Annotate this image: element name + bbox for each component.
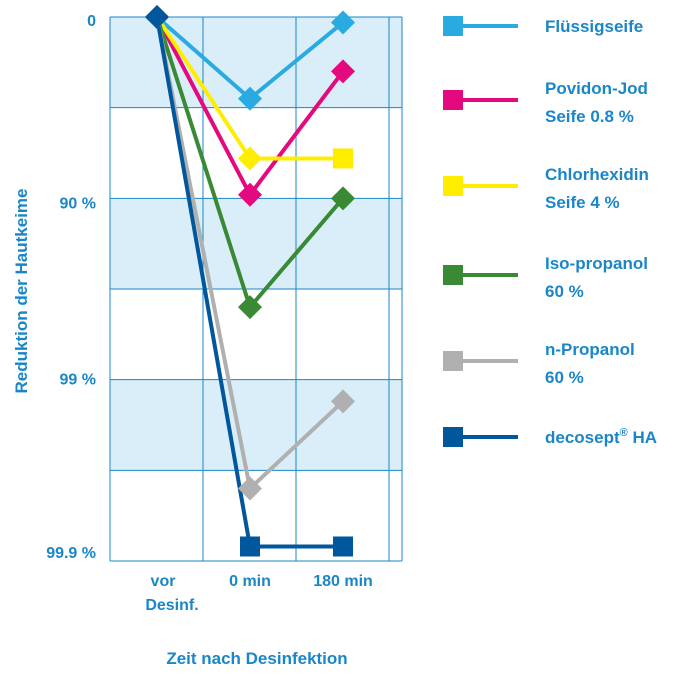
legend-label: Chlorhexidin	[545, 165, 649, 184]
legend-label: 60 %	[545, 368, 584, 387]
data-point	[331, 186, 355, 211]
data-point	[333, 536, 353, 557]
x-tick-labels: vor Desinf. 0 min 180 min	[145, 573, 372, 614]
data-point	[238, 295, 262, 320]
data-point	[238, 182, 262, 207]
data-point	[331, 10, 355, 35]
legend-label: Iso-propanol	[545, 254, 648, 273]
legend-item: Povidon-Jod Seife 0.8 %	[443, 79, 648, 126]
y-tick-label: 99 %	[60, 372, 96, 389]
data-point	[240, 536, 260, 557]
legend-item: Iso-propanol 60 %	[443, 254, 648, 301]
legend-label: Povidon-Jod	[545, 79, 648, 98]
x-tick-label: 180 min	[313, 573, 373, 590]
legend-swatch	[443, 176, 463, 196]
legend-item: decosept® HA	[443, 427, 657, 447]
legend-label: n-Propanol	[545, 340, 635, 359]
x-tick-label: 0 min	[229, 573, 271, 590]
data-point	[333, 148, 353, 169]
series-markers	[145, 5, 353, 557]
data-point	[238, 86, 262, 111]
legend-label: Flüssigseife	[545, 17, 643, 36]
legend-label: decosept® HA	[545, 427, 657, 447]
series-lines	[145, 5, 355, 557]
y-tick-label: 99.9 %	[46, 545, 96, 562]
legend-label: 60 %	[545, 282, 584, 301]
legend-swatch	[443, 351, 463, 371]
y-tick-labels: 0 90 % 99 % 99.9 %	[46, 13, 96, 562]
data-point	[238, 146, 262, 171]
data-point	[331, 59, 355, 84]
legend-item: Chlorhexidin Seife 4 %	[443, 165, 649, 212]
legend-item: Flüssigseife	[443, 16, 643, 36]
legend-swatch	[443, 265, 463, 285]
y-tick-label: 90 %	[60, 195, 96, 212]
x-axis-label: Zeit nach Desinfektion	[166, 649, 347, 668]
y-axis-label: Reduktion der Hautkeime	[12, 189, 31, 394]
data-point	[238, 476, 262, 501]
x-tick-label: vor	[151, 573, 176, 590]
legend-swatch	[443, 427, 463, 447]
legend-swatch	[443, 16, 463, 36]
y-tick-label: 0	[87, 13, 96, 30]
x-tick-label: Desinf.	[145, 597, 198, 614]
legend: Flüssigseife Povidon-Jod Seife 0.8 % Chlorh…	[443, 16, 657, 447]
plot-band	[110, 198, 402, 289]
legend-item: n-Propanol 60 %	[443, 340, 635, 387]
data-point	[145, 5, 169, 29]
legend-label: Seife 4 %	[545, 193, 620, 212]
legend-swatch	[443, 90, 463, 110]
legend-label: Seife 0.8 %	[545, 107, 634, 126]
data-point	[331, 389, 355, 414]
plot-band	[110, 379, 402, 471]
